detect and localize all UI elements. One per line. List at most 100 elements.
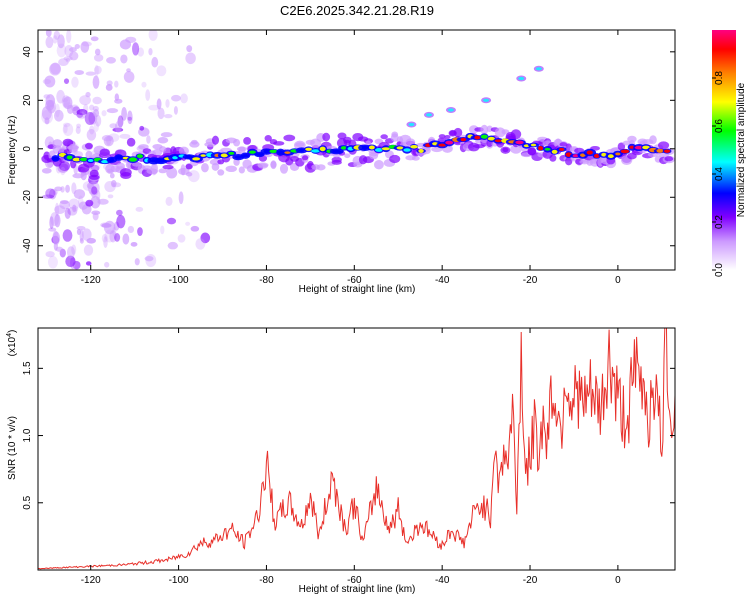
y-tick-label: 0 [22, 146, 33, 152]
ridge-core [136, 154, 144, 159]
band-blob [390, 133, 399, 142]
ridge-core [234, 155, 242, 159]
noise-blob [137, 227, 143, 236]
y-tick-label: 1.5 [22, 361, 33, 375]
ridge-core [474, 135, 481, 140]
noise-blob [139, 125, 145, 131]
ridge-core [544, 147, 551, 151]
ridge-core [580, 153, 586, 157]
ridge-core [615, 152, 621, 156]
noise-blob [109, 123, 118, 129]
noise-blob [73, 151, 84, 158]
spectrogram-x-axis: -120 -100 -80 -60 -40 -20 0 [81, 30, 621, 286]
ridge-core [241, 154, 250, 158]
noise-blob [157, 136, 169, 144]
band-blob [369, 152, 379, 160]
noise-blob [116, 209, 123, 216]
noise-blob [83, 244, 94, 256]
side-feature-core [483, 98, 490, 102]
band-blob [99, 148, 110, 157]
noise-blob [166, 217, 177, 225]
noise-blob [62, 123, 74, 137]
noise-blob [56, 89, 65, 104]
ridge-core [172, 156, 178, 160]
noise-blob [66, 30, 72, 44]
noise-blob [94, 64, 99, 77]
ridge-core [523, 144, 530, 148]
noise-blob [114, 233, 121, 242]
noise-blob [85, 261, 92, 266]
noise-blob [186, 45, 193, 53]
noise-blob [85, 91, 91, 98]
noise-blob [76, 112, 84, 118]
band-blob [510, 129, 522, 140]
x-tick-label: -120 [81, 275, 101, 286]
noise-blob [123, 70, 135, 83]
ridge-core [368, 145, 375, 150]
band-blob [238, 166, 245, 174]
noise-blob [106, 56, 116, 64]
snr-x-label: Height of straight line (km) [299, 584, 416, 595]
noise-blob [92, 75, 100, 89]
ridge-core [263, 149, 270, 154]
ridge-core [494, 139, 503, 143]
noise-blob [55, 246, 63, 252]
noise-blob [164, 114, 173, 119]
noise-blob [177, 234, 186, 243]
y-tick-label: 1.0 [22, 428, 33, 442]
noise-blob [45, 30, 52, 37]
band-blob [185, 163, 193, 170]
noise-blob [190, 225, 200, 232]
colorbar-tick-label: 0.0 [714, 263, 725, 277]
noise-blob [45, 36, 54, 49]
noise-blob [148, 30, 158, 41]
spectrogram-y-label: Frequency (Hz) [7, 116, 18, 185]
ridge-core [642, 145, 650, 150]
noise-blob [49, 188, 57, 200]
noise-blob [141, 81, 147, 88]
x-tick-label: -80 [259, 275, 274, 286]
ridge-core [305, 147, 312, 151]
noise-blob [120, 54, 128, 64]
noise-blob [52, 231, 61, 245]
x-tick-label: -60 [347, 575, 362, 586]
band-blob [411, 155, 420, 161]
band-blob [211, 135, 220, 145]
ridge-core [601, 152, 607, 157]
noise-blob [81, 109, 87, 119]
noise-blob [195, 238, 206, 250]
noise-blob [91, 186, 98, 195]
noise-blob [127, 110, 133, 125]
noise-blob [103, 236, 108, 248]
band-blob [85, 150, 93, 160]
colorbar-tick-label: 0.2 [714, 215, 725, 229]
noise-blob [114, 80, 119, 88]
noise-blob [109, 173, 115, 179]
noise-blob [92, 96, 102, 105]
ridge-core [72, 157, 81, 162]
noise-blob [55, 103, 60, 118]
noise-blob [89, 125, 95, 135]
noise-blob [47, 255, 58, 269]
band-blob [617, 142, 626, 151]
noise-blob [66, 246, 75, 259]
band-blob [502, 147, 509, 153]
ridge-core [438, 143, 447, 147]
colorbar-tick-label: 0.8 [714, 71, 725, 85]
ridge-core [445, 140, 454, 145]
noise-blob [146, 135, 151, 144]
noise-blob [160, 225, 165, 235]
ridge-core [487, 136, 495, 141]
noise-blob [94, 65, 102, 75]
band-blob [405, 138, 416, 146]
noise-blob [76, 109, 88, 116]
band-blob [52, 139, 63, 148]
noise-blob [105, 83, 113, 91]
band-blob [559, 142, 568, 147]
noise-blob [74, 70, 85, 76]
x-tick-label: -60 [347, 275, 362, 286]
band-blob [41, 167, 52, 174]
noise-blob [106, 80, 113, 86]
side-feature-core [425, 113, 432, 117]
